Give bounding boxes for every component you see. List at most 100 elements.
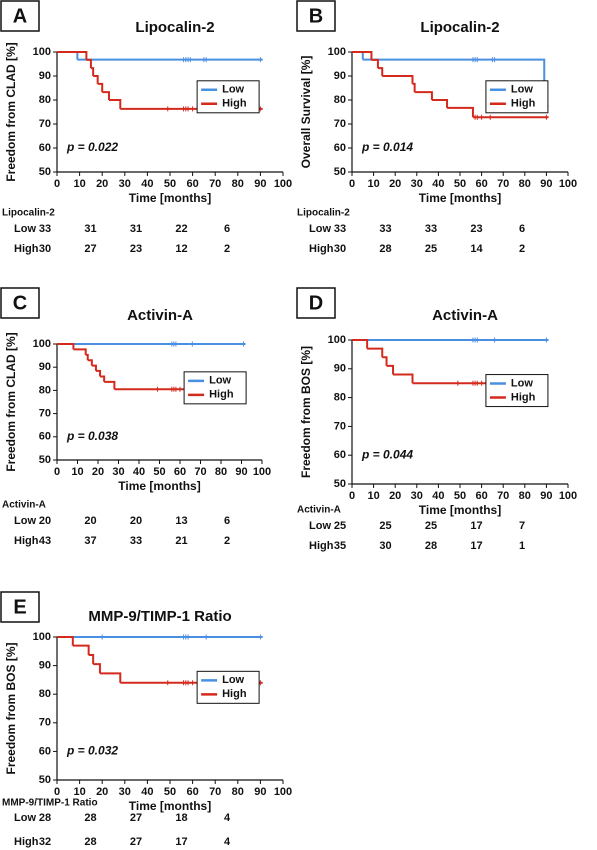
y-tick-label: 60: [39, 745, 51, 757]
risk-count: 25: [425, 520, 437, 532]
risk-count: 23: [130, 243, 142, 255]
risk-count: 43: [39, 535, 51, 547]
risk-count: 25: [334, 520, 346, 532]
survival-step: [57, 51, 79, 60]
y-tick-label: 60: [39, 431, 51, 443]
p-value: p = 0.032: [66, 744, 118, 758]
panel-label: E: [13, 596, 26, 618]
x-tick-label: 70: [209, 178, 221, 190]
y-tick-label: 50: [334, 478, 346, 490]
panel-box: [296, 0, 336, 32]
y-tick-label: 80: [39, 384, 51, 396]
survival-step: [108, 99, 122, 109]
chart-title: Activin-A: [432, 307, 498, 324]
risk-count: 2: [224, 243, 230, 255]
x-tick-label: 60: [475, 178, 487, 190]
x-tick-label: 0: [54, 178, 60, 190]
risk-row-name: High: [14, 535, 39, 547]
x-tick-label: 50: [164, 786, 176, 798]
survival-step: [102, 91, 110, 100]
y-tick-label: 70: [39, 408, 51, 420]
x-tick-label: 80: [519, 178, 531, 190]
risk-count: 17: [175, 836, 187, 848]
y-tick-label: 70: [334, 420, 346, 432]
x-tick-label: 50: [164, 178, 176, 190]
x-tick-label: 80: [215, 466, 227, 478]
y-tick-label: 100: [328, 46, 346, 58]
risk-count: 14: [470, 243, 483, 255]
x-tick-label: 20: [96, 786, 108, 798]
risk-row-name: Low: [14, 812, 36, 824]
risk-count: 17: [470, 520, 482, 532]
risk-count: 28: [84, 836, 96, 848]
y-tick-label: 80: [334, 392, 346, 404]
y-tick-label: 50: [39, 454, 51, 466]
x-tick-label: 40: [141, 786, 153, 798]
risk-count: 21: [175, 535, 187, 547]
survival-step: [100, 375, 106, 382]
survival-step: [93, 663, 101, 674]
x-tick-label: 80: [232, 178, 244, 190]
survival-step: [382, 356, 388, 366]
risk-count: 33: [130, 535, 142, 547]
x-tick-label: 30: [411, 178, 423, 190]
x-tick-label: 0: [54, 466, 60, 478]
x-tick-label: 90: [540, 490, 552, 502]
risk-count: 35: [334, 540, 346, 552]
x-axis-label: Time [months]: [129, 799, 211, 813]
y-tick-label: 90: [39, 361, 51, 373]
y-tick-label: 60: [334, 449, 346, 461]
y-axis-label: Freedom from CLAD [%]: [4, 42, 18, 181]
x-tick-label: 0: [349, 178, 355, 190]
risk-count: 20: [84, 515, 96, 527]
legend-label: Low: [511, 84, 533, 96]
x-tick-label: 70: [194, 466, 206, 478]
chart-title: MMP-9/TIMP-1 Ratio: [88, 608, 231, 625]
risk-count: 4: [224, 812, 231, 824]
survival-step: [447, 106, 474, 118]
y-tick-label: 80: [39, 688, 51, 700]
x-tick-label: 30: [411, 490, 423, 502]
risk-count: 4: [224, 836, 231, 848]
risk-count: 28: [39, 812, 51, 824]
x-tick-label: 20: [389, 178, 401, 190]
x-tick-label: 80: [519, 490, 531, 502]
p-value: p = 0.044: [361, 447, 413, 461]
x-tick-label: 10: [367, 490, 379, 502]
survival-step: [73, 348, 87, 355]
y-axis-label: Freedom from BOS [%]: [299, 346, 313, 478]
y-tick-label: 50: [39, 166, 51, 178]
x-tick-label: 70: [209, 786, 221, 798]
legend-label: Low: [222, 84, 244, 96]
risk-table-label: Activin-A: [2, 500, 46, 511]
x-tick-label: 10: [71, 466, 83, 478]
survival-step: [393, 373, 414, 384]
x-axis-label: Time [months]: [129, 191, 211, 205]
y-tick-label: 100: [33, 46, 51, 58]
x-tick-label: 40: [141, 178, 153, 190]
panel-label: B: [309, 5, 323, 27]
risk-count: 30: [379, 540, 391, 552]
y-tick-label: 60: [39, 142, 51, 154]
panel-box: [0, 0, 40, 32]
risk-count: 2: [519, 243, 525, 255]
legend-label: Low: [209, 375, 231, 387]
panel-box: [0, 591, 40, 623]
risk-count: 33: [39, 223, 51, 235]
x-tick-label: 90: [254, 178, 266, 190]
x-tick-label: 30: [119, 178, 131, 190]
risk-count: 25: [425, 243, 437, 255]
risk-count: 32: [39, 836, 51, 848]
risk-count: 22: [175, 223, 187, 235]
risk-row-name: Low: [309, 223, 331, 235]
survival-step: [382, 75, 414, 84]
risk-table-label: MMP-9/TIMP-1 Ratio: [2, 798, 98, 809]
legend-label: High: [222, 98, 247, 110]
legend-label: High: [511, 391, 536, 403]
x-tick-label: 100: [559, 490, 577, 502]
risk-count: 6: [224, 223, 230, 235]
survival-step: [352, 51, 364, 60]
risk-count: 17: [470, 540, 482, 552]
y-tick-label: 60: [334, 142, 346, 154]
